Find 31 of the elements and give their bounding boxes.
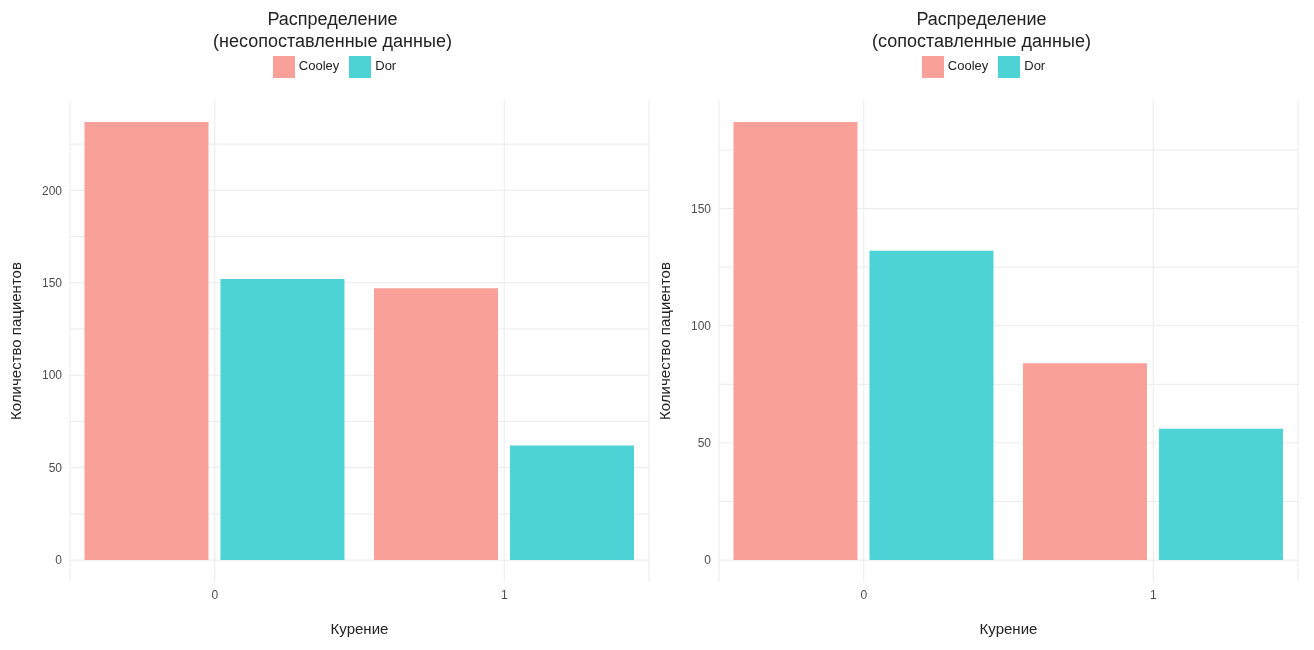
bar xyxy=(1158,428,1283,561)
legend-label: Cooley xyxy=(947,58,989,74)
bar xyxy=(869,250,994,561)
chart-title: Распределение (сопоставленные данные) xyxy=(871,8,1092,52)
y-tick-label: 150 xyxy=(41,276,63,291)
y-tick-label: 50 xyxy=(48,460,63,475)
legend-label: Cooley xyxy=(298,58,340,74)
x-tick-label: 0 xyxy=(211,587,219,602)
bar xyxy=(1022,363,1147,561)
y-tick-label: 150 xyxy=(690,201,712,216)
y-axis-title: Количество пациентов xyxy=(656,262,674,420)
y-tick-label: 50 xyxy=(697,436,712,451)
x-axis-title: Курение xyxy=(330,620,389,637)
x-tick-label: 0 xyxy=(860,587,868,602)
y-tick-label: 100 xyxy=(690,319,712,334)
y-axis-title: Количество пациентов xyxy=(7,262,25,420)
bar xyxy=(373,288,498,561)
bar xyxy=(509,445,634,561)
x-tick-label: 1 xyxy=(1149,587,1157,602)
y-tick-label: 100 xyxy=(41,368,63,383)
x-tick-label: 1 xyxy=(500,587,508,602)
y-tick-label: 200 xyxy=(41,183,63,198)
y-tick-label: 0 xyxy=(55,553,63,568)
legend-label: Dor xyxy=(375,58,397,74)
bar xyxy=(733,121,858,561)
x-axis-title: Курение xyxy=(979,620,1038,637)
chart-title: Распределение (несопоставленные данные) xyxy=(212,8,453,52)
bar xyxy=(220,279,345,561)
legend-label: Dor xyxy=(1024,58,1046,74)
y-tick-label: 0 xyxy=(704,553,712,568)
bar xyxy=(84,121,209,561)
